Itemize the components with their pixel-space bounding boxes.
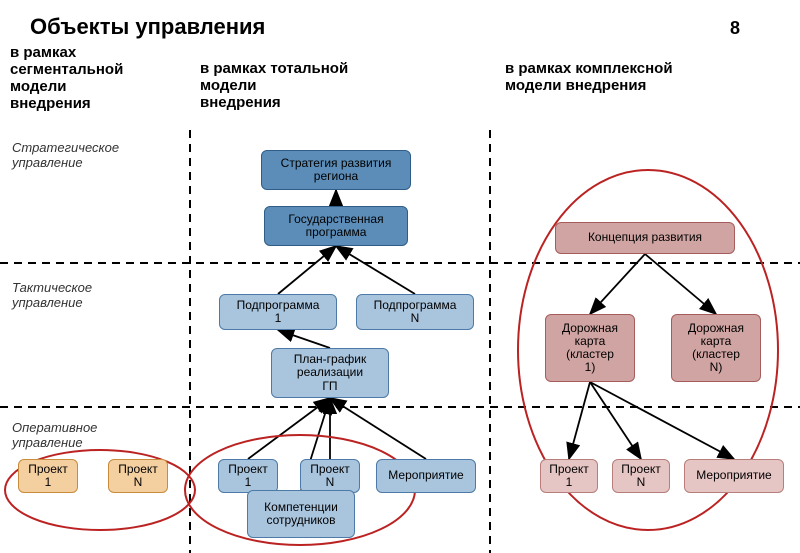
node-n_proj3_N: Проект N (612, 459, 670, 493)
col-header-2: в рамках тотальной модели внедрения (200, 60, 480, 111)
node-n_event2: Мероприятие (376, 459, 476, 493)
node-n_event3: Мероприятие (684, 459, 784, 493)
node-n_strategy: Стратегия развития региона (261, 150, 411, 190)
node-n_gov: Государственная программа (264, 206, 408, 246)
page-title-text: Объекты управления (30, 14, 265, 39)
node-n_seg1: Проект 1 (18, 459, 78, 493)
row-label-2: Тактическое управление (12, 280, 112, 310)
node-n_plan: План-график реализации ГП (271, 348, 389, 398)
node-n_subN: Подпрограмма N (356, 294, 474, 330)
row-label-1: Стратегическое управление (12, 140, 112, 170)
node-n_segN: Проект N (108, 459, 168, 493)
col-header-3: в рамках комплексной модели внедрения (505, 60, 785, 94)
node-n_sub1: Подпрограмма 1 (219, 294, 337, 330)
node-n_road1: Дорожная карта (кластер 1) (545, 314, 635, 382)
node-n_comp: Компетенции сотрудников (247, 490, 355, 538)
node-n_proj3_1: Проект 1 (540, 459, 598, 493)
node-n_concept: Концепция развития (555, 222, 735, 254)
row-label-3: Оперативное управление (12, 420, 112, 450)
page-number: 8 (730, 18, 740, 39)
node-n_proj2_N: Проект N (300, 459, 360, 493)
col-header-1: в рамках сегментальной модели внедрения (10, 44, 185, 112)
node-n_roadN: Дорожная карта (кластер N) (671, 314, 761, 382)
node-n_proj2_1: Проект 1 (218, 459, 278, 493)
page-title: Объекты управления (30, 14, 265, 40)
